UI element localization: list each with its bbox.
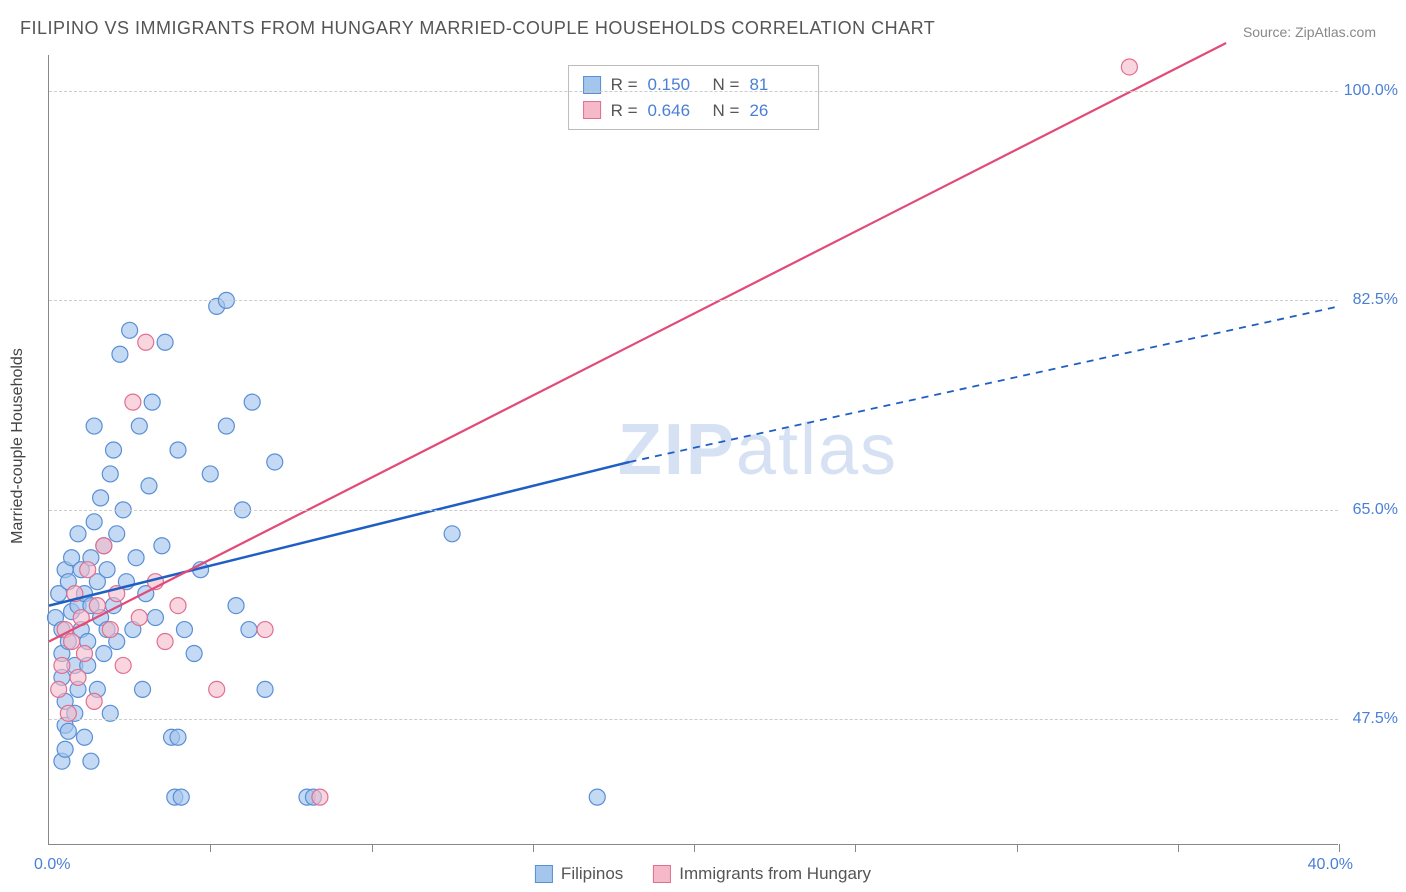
plot-area: ZIPatlas R =0.150N =81R =0.646N =26 0.0%…: [48, 55, 1338, 845]
legend-swatch: [535, 865, 553, 883]
chart-title: FILIPINO VS IMMIGRANTS FROM HUNGARY MARR…: [20, 18, 935, 39]
x-tick: [210, 844, 211, 852]
x-tick: [855, 844, 856, 852]
y-tick-label: 100.0%: [1344, 82, 1398, 100]
y-tick-label: 82.5%: [1353, 291, 1398, 309]
x-axis-max-label: 40.0%: [1308, 856, 1353, 874]
legend-swatch: [653, 865, 671, 883]
bottom-legend: Filipinos Immigrants from Hungary: [535, 864, 871, 884]
gridline: [49, 300, 1338, 301]
gridline: [49, 719, 1338, 720]
x-tick: [372, 844, 373, 852]
x-tick: [1339, 844, 1340, 852]
y-tick-label: 47.5%: [1353, 710, 1398, 728]
x-tick: [533, 844, 534, 852]
x-tick: [1178, 844, 1179, 852]
legend-item: Immigrants from Hungary: [653, 864, 871, 884]
y-tick-label: 65.0%: [1353, 501, 1398, 519]
gridline: [49, 510, 1338, 511]
x-tick: [1017, 844, 1018, 852]
legend-item: Filipinos: [535, 864, 623, 884]
chart-svg: [49, 55, 1338, 844]
source-attribution: Source: ZipAtlas.com: [1243, 24, 1376, 40]
x-tick: [694, 844, 695, 852]
y-axis-title: Married-couple Households: [9, 348, 27, 544]
gridline: [49, 91, 1338, 92]
x-axis-min-label: 0.0%: [34, 856, 70, 874]
